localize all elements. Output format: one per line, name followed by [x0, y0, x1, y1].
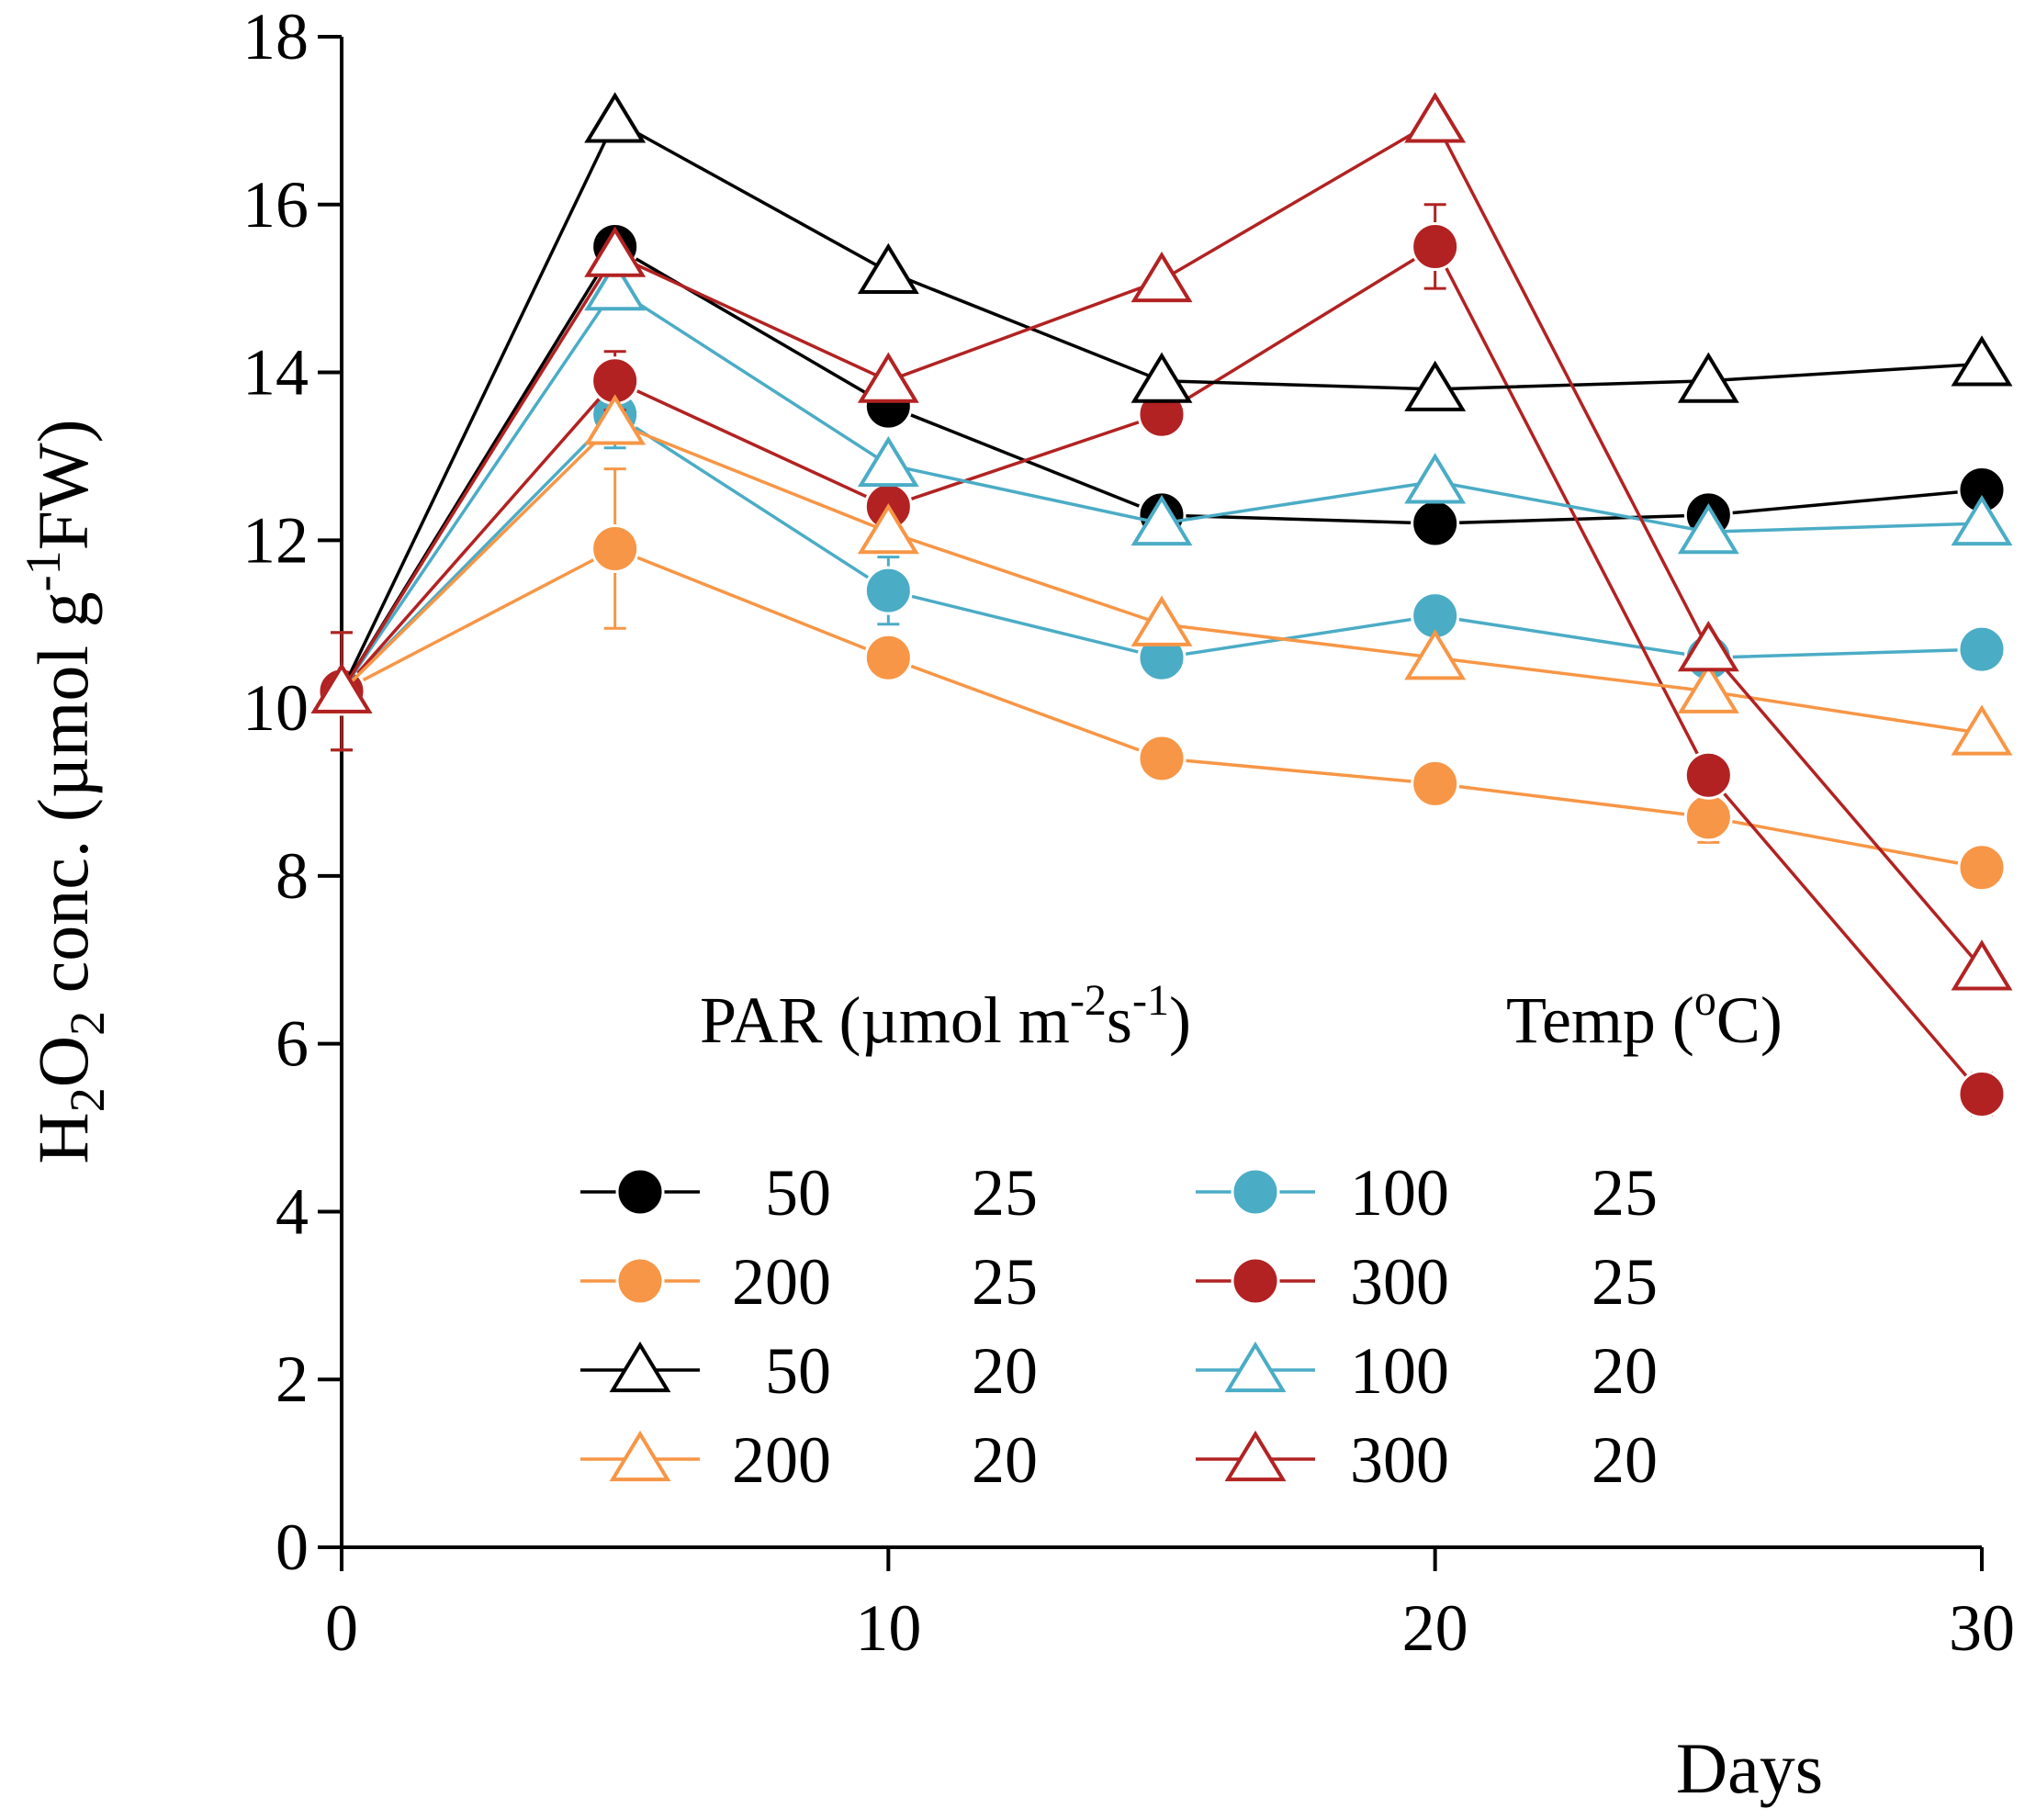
y-tick-label: 14	[242, 336, 309, 410]
data-point	[1411, 499, 1460, 548]
x-ticks: 0 10 20 30	[325, 1547, 2015, 1665]
data-point	[1137, 734, 1187, 783]
data-point	[1677, 620, 1739, 672]
legend-par-header: PAR (µmol m-2s-1)	[700, 976, 1191, 1057]
data-point	[1404, 453, 1467, 504]
legend-temp-value: 25	[1592, 1245, 1658, 1319]
x-tick-label: 20	[1402, 1591, 1468, 1665]
y-tick-label: 6	[276, 1007, 309, 1081]
data-point	[1404, 360, 1467, 411]
series-line	[340, 421, 1983, 736]
legend-entry-200-25: 200 25	[580, 1245, 1038, 1319]
data-point	[1957, 624, 2007, 674]
data-point	[584, 260, 647, 311]
y-tick-label: 4	[276, 1174, 309, 1248]
x-axis-title: Days	[1676, 1728, 1823, 1808]
data-point	[1683, 750, 1733, 800]
data-point	[584, 394, 647, 445]
legend-marker	[1231, 1256, 1280, 1306]
legend-entry-50-25: 50 25	[580, 1156, 1038, 1230]
legend-temp-value: 20	[1592, 1334, 1658, 1408]
y-tick-label: 2	[276, 1343, 309, 1416]
data-point	[1404, 92, 1467, 143]
legend-par-value: 200	[732, 1245, 831, 1319]
legend-temp-value: 25	[1592, 1156, 1658, 1230]
legend-marker	[1231, 1167, 1280, 1217]
legend-entry-50-20: 50 20	[580, 1334, 1038, 1408]
data-point	[863, 566, 913, 615]
data-point	[863, 633, 913, 682]
legend-marker	[1224, 1341, 1287, 1393]
y-tick-label: 16	[242, 168, 309, 242]
data-point	[1404, 629, 1467, 680]
series-300-20	[310, 92, 2013, 991]
x-tick-label: 30	[1949, 1591, 2015, 1665]
legend: PAR (µmol m-2s-1) Temp (oC) 50 25 100 25200…	[580, 976, 1783, 1497]
legend-entry-300-20: 300 20	[1196, 1423, 1658, 1497]
legend-par-value: 100	[1350, 1156, 1449, 1230]
legend-par-value: 200	[732, 1423, 831, 1497]
legend-temp-value: 25	[972, 1245, 1038, 1319]
y-tick-label: 8	[276, 839, 309, 913]
data-point	[1957, 843, 2007, 893]
data-point	[1951, 704, 2013, 756]
legend-entry-300-25: 300 25	[1196, 1245, 1658, 1319]
legend-entries: 50 25 100 25 200 25 300 25 50 20 100 20 200 20 300 20	[580, 1156, 1658, 1497]
legend-temp-value: 20	[972, 1334, 1038, 1408]
legend-par-value: 50	[765, 1156, 831, 1230]
legend-temp-value: 20	[972, 1423, 1038, 1497]
axes	[340, 37, 1982, 1549]
legend-par-value: 300	[1350, 1423, 1449, 1497]
data-point	[1677, 503, 1739, 555]
y-tick-label: 0	[276, 1511, 309, 1584]
data-point	[591, 523, 640, 573]
data-point	[1130, 251, 1193, 303]
legend-marker	[609, 1341, 671, 1393]
data-point	[857, 352, 919, 403]
data-point	[1951, 335, 2013, 387]
data-point	[584, 226, 647, 277]
legend-marker	[615, 1167, 665, 1217]
legend-entry-200-20: 200 20	[580, 1423, 1038, 1497]
y-axis-title: H2O2 conc. (µmol g-1FW)	[16, 419, 115, 1163]
legend-par-value: 50	[765, 1334, 831, 1408]
data-point	[857, 503, 919, 555]
data-point	[1957, 1070, 2007, 1118]
x-tick-label: 10	[855, 1591, 921, 1665]
data-point	[857, 242, 919, 294]
data-point	[1677, 662, 1739, 713]
legend-par-value: 300	[1350, 1245, 1449, 1319]
data-point	[1683, 792, 1733, 842]
y-tick-label: 18	[242, 0, 309, 73]
series-layer	[310, 92, 2013, 1118]
data-point	[1677, 352, 1739, 403]
legend-marker	[615, 1256, 665, 1306]
legend-marker	[609, 1430, 671, 1482]
data-point	[1951, 939, 2013, 991]
legend-temp-header: Temp (oC)	[1506, 976, 1783, 1057]
data-point	[1411, 758, 1460, 808]
data-point	[584, 92, 647, 143]
legend-entry-100-25: 100 25	[1196, 1156, 1658, 1230]
data-point	[1411, 221, 1460, 271]
data-point	[310, 662, 373, 713]
legend-entry-100-20: 100 20	[1196, 1334, 1658, 1408]
data-point	[1951, 494, 2013, 546]
x-tick-label: 0	[325, 1591, 358, 1665]
y-tick-label: 10	[242, 671, 309, 745]
data-point	[1130, 595, 1193, 646]
y-ticks: 0 2 4 6 8 10 12 14 16 18	[242, 0, 342, 1584]
y-tick-label: 12	[242, 503, 309, 577]
data-point	[1130, 352, 1193, 403]
series-200-20	[310, 394, 2013, 756]
legend-temp-value: 20	[1592, 1423, 1658, 1497]
series-300-25	[317, 203, 2007, 1118]
data-point	[857, 435, 919, 488]
data-point	[1130, 494, 1193, 546]
legend-temp-value: 25	[972, 1156, 1038, 1230]
legend-par-value: 100	[1350, 1334, 1449, 1408]
legend-marker	[1224, 1430, 1287, 1482]
